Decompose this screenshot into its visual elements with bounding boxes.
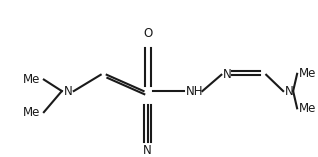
- Text: N: N: [63, 85, 72, 97]
- Text: Me: Me: [298, 67, 316, 80]
- Text: Me: Me: [23, 106, 41, 119]
- Text: O: O: [143, 27, 152, 40]
- Text: Me: Me: [298, 102, 316, 115]
- Text: Me: Me: [23, 73, 41, 86]
- Text: N: N: [285, 85, 294, 97]
- Text: NH: NH: [186, 85, 203, 97]
- Text: N: N: [223, 68, 232, 81]
- Text: N: N: [143, 144, 152, 157]
